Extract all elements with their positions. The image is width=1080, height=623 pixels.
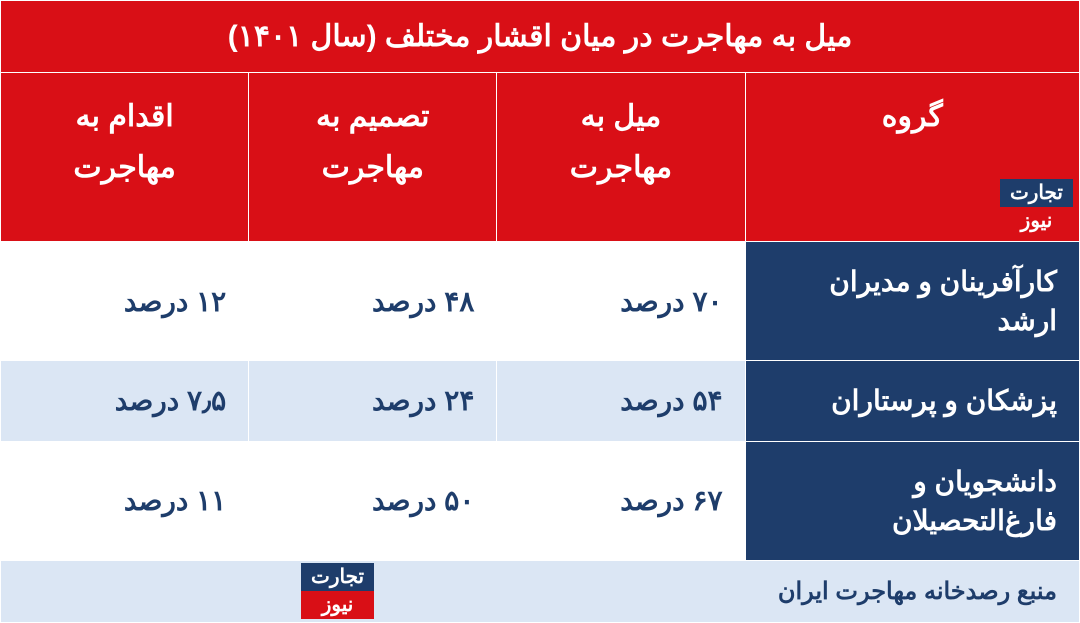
- decision-cell: ۵۰ درصد: [249, 441, 497, 560]
- desire-cell: ۵۴ درصد: [497, 361, 745, 441]
- action-cell: ۷٫۵ درصد: [1, 361, 249, 441]
- migration-table-container: میل به مهاجرت در میان اقشار مختلف (سال ۱…: [0, 0, 1080, 623]
- col-header-decision: تصمیم بهمهاجرت: [249, 73, 497, 242]
- table-title: میل به مهاجرت در میان اقشار مختلف (سال ۱…: [1, 1, 1080, 73]
- header-row: گروه تجارت نیوز میل بهمهاجرت تصمیم بهمها…: [1, 73, 1080, 242]
- action-cell: ۱۱ درصد: [1, 441, 249, 560]
- logo-top: تجارت: [301, 563, 374, 591]
- table-row: پزشکان و پرستاران۵۴ درصد۲۴ درصد۷٫۵ درصد: [1, 361, 1080, 441]
- brand-logo-header: تجارت نیوز: [1000, 179, 1073, 235]
- desire-cell: ۶۷ درصد: [497, 441, 745, 560]
- col-header-desire: میل بهمهاجرت: [497, 73, 745, 242]
- brand-logo-source: تجارت نیوز: [301, 563, 374, 619]
- source-text: منبع رصدخانه مهاجرت ایران: [778, 578, 1057, 605]
- col-header-group: گروه تجارت نیوز: [745, 73, 1079, 242]
- source-row: منبع رصدخانه مهاجرت ایران تجارت نیوز: [1, 560, 1080, 622]
- decision-cell: ۲۴ درصد: [249, 361, 497, 441]
- table-row: دانشجویان و فارغ‌التحصیلان۶۷ درصد۵۰ درصد…: [1, 441, 1080, 560]
- source-cell: منبع رصدخانه مهاجرت ایران تجارت نیوز: [1, 560, 1080, 622]
- table-row: کارآفرینان و مدیران ارشد۷۰ درصد۴۸ درصد۱۲…: [1, 242, 1080, 361]
- action-cell: ۱۲ درصد: [1, 242, 249, 361]
- col-header-action: اقدام بهمهاجرت: [1, 73, 249, 242]
- decision-cell: ۴۸ درصد: [249, 242, 497, 361]
- logo-bottom: نیوز: [301, 591, 374, 619]
- group-cell: پزشکان و پرستاران: [745, 361, 1079, 441]
- title-row: میل به مهاجرت در میان اقشار مختلف (سال ۱…: [1, 1, 1080, 73]
- group-cell: کارآفرینان و مدیران ارشد: [745, 242, 1079, 361]
- logo-top: تجارت: [1000, 179, 1073, 207]
- logo-bottom: نیوز: [1000, 207, 1073, 235]
- desire-cell: ۷۰ درصد: [497, 242, 745, 361]
- group-cell: دانشجویان و فارغ‌التحصیلان: [745, 441, 1079, 560]
- migration-table: میل به مهاجرت در میان اقشار مختلف (سال ۱…: [0, 0, 1080, 623]
- col-header-group-label: گروه: [882, 100, 943, 133]
